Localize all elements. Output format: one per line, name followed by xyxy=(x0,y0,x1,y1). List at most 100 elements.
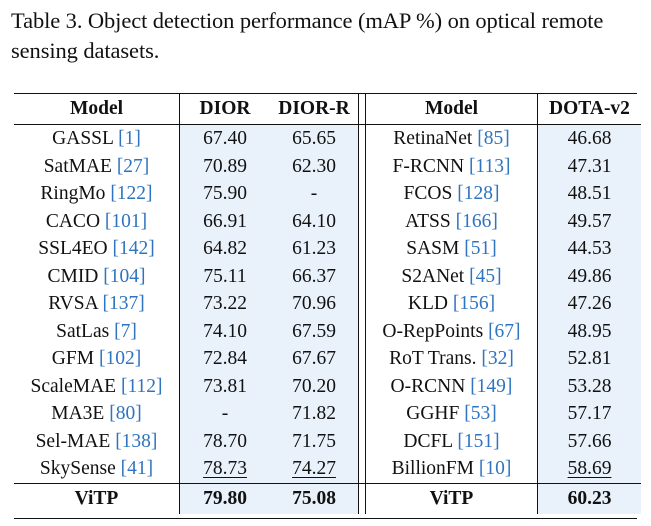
dota-value: 46.68 xyxy=(537,124,641,153)
table-row: GASSL [1] 67.40 65.65 RetinaNet [85] 46.… xyxy=(14,124,641,153)
dior-r-value: 67.67 xyxy=(270,345,359,373)
model-name: RVSA [137] xyxy=(48,293,145,314)
dota-value: 49.57 xyxy=(537,207,641,235)
citation-link[interactable]: [104] xyxy=(103,265,146,287)
dior-r-value: 71.75 xyxy=(270,427,359,455)
citation-link[interactable]: [53] xyxy=(464,403,497,424)
citation-link[interactable]: [27] xyxy=(116,155,150,177)
model-name: KLD [156] xyxy=(365,290,538,318)
citation-link[interactable]: [85] xyxy=(477,128,510,149)
model-name: ScaleMAE [112] xyxy=(30,375,163,397)
second-best-value: 74.27 xyxy=(292,458,336,479)
citation-link[interactable]: [138] xyxy=(115,430,158,452)
model-name: CACO [101] xyxy=(45,210,148,232)
model-name: SatLas [7] xyxy=(56,320,137,342)
dota-value: 52.81 xyxy=(537,345,641,373)
dior-value: 64.82 xyxy=(179,235,270,263)
citation-link[interactable]: [41] xyxy=(120,458,154,479)
dior-value: 66.91 xyxy=(179,207,270,235)
dior-value: 78.70 xyxy=(179,427,270,455)
dior-r-value: 67.59 xyxy=(270,317,359,345)
model-name: SatMAE [27] xyxy=(43,155,150,177)
header-dior: DIOR xyxy=(179,94,270,125)
dior-value: 70.89 xyxy=(179,152,270,180)
table-row: CMID [104] 75.11 66.37 S2ANet [45] 49.86 xyxy=(14,262,641,290)
model-name: DCFL [151] xyxy=(365,427,538,455)
top-rule xyxy=(14,93,637,95)
model-name: O-RCNN [149] xyxy=(365,372,538,400)
citation-link[interactable]: [32] xyxy=(481,348,514,369)
dota-value: 47.31 xyxy=(537,152,641,180)
dior-value: 75.11 xyxy=(179,262,270,290)
model-name: SSL4EO [142] xyxy=(38,238,155,259)
table-caption: Table 3. Object detection performance (m… xyxy=(11,6,647,66)
citation-link[interactable]: [7] xyxy=(114,320,137,342)
citation-link[interactable]: [142] xyxy=(112,238,155,259)
dior-r-value: 65.65 xyxy=(270,124,359,153)
table-row: MA3E [80] - 71.82 GGHF [53] 57.17 xyxy=(14,400,641,428)
dior-r-value: 74.27 xyxy=(270,455,359,483)
dota-value: 57.17 xyxy=(537,400,641,428)
table-row: SatLas [7] 74.10 67.59 O-RepPoints [67] … xyxy=(14,317,641,345)
dior-value: 78.73 xyxy=(179,455,270,483)
citation-link[interactable]: [166] xyxy=(455,210,498,232)
citation-link[interactable]: [67] xyxy=(488,320,521,342)
model-name: BillionFM [10] xyxy=(365,455,538,483)
dior-r-value: 64.10 xyxy=(270,207,359,235)
model-name: O-RepPoints [67] xyxy=(365,317,538,345)
dior-value: 75.90 xyxy=(179,180,270,208)
table-row: RVSA [137] 73.22 70.96 KLD [156] 47.26 xyxy=(14,290,641,318)
caption-line-1: Table 3. Object detection performance (m… xyxy=(11,8,604,33)
dior-value: 67.40 xyxy=(179,124,270,153)
caption-line-2: sensing datasets. xyxy=(11,38,160,63)
model-name: GGHF [53] xyxy=(365,400,538,428)
citation-link[interactable]: [112] xyxy=(120,375,163,397)
citation-link[interactable]: [80] xyxy=(109,403,142,424)
citation-link[interactable]: [51] xyxy=(464,238,497,259)
dior-value: 73.81 xyxy=(179,372,270,400)
table-row: RingMo [122] 75.90 - FCOS [128] 48.51 xyxy=(14,180,641,208)
dota-value: 48.51 xyxy=(537,180,641,208)
model-name: RoT Trans. [32] xyxy=(365,345,538,373)
table-row: SatMAE [27] 70.89 62.30 F-RCNN [113] 47.… xyxy=(14,152,641,180)
citation-link[interactable]: [151] xyxy=(457,430,500,452)
table-row: Sel-MAE [138] 78.70 71.75 DCFL [151] 57.… xyxy=(14,427,641,455)
citation-link[interactable]: [102] xyxy=(98,348,142,369)
vitp-model-right: ViTP xyxy=(365,483,538,514)
dior-value: 73.22 xyxy=(179,290,270,318)
citation-link[interactable]: [45] xyxy=(469,265,502,287)
model-name: SkySense [41] xyxy=(39,458,154,479)
header-model-left: Model xyxy=(69,98,124,119)
model-name: CMID [104] xyxy=(47,265,146,287)
second-best-value: 78.73 xyxy=(203,458,247,479)
model-name: GASSL [1] xyxy=(52,128,141,149)
citation-link[interactable]: [137] xyxy=(102,293,145,314)
citation-link[interactable]: [113] xyxy=(468,155,511,177)
second-best-value: 58.69 xyxy=(567,458,612,479)
results-table: Model DIOR DIOR-R Model DOTA-v2 GASSL [1… xyxy=(14,94,641,514)
model-name: GFM [102] xyxy=(51,348,142,369)
citation-link[interactable]: [122] xyxy=(110,183,153,204)
citation-link[interactable]: [128] xyxy=(457,183,500,204)
bottom-rule xyxy=(14,518,637,520)
dota-value: 48.95 xyxy=(537,317,641,345)
vitp-row: ViTP 79.80 75.08 ViTP 60.23 xyxy=(14,483,641,514)
dior-r-value: 71.82 xyxy=(270,400,359,428)
model-name: RetinaNet [85] xyxy=(365,124,538,153)
table-row: SkySense [41] 78.73 74.27 BillionFM [10]… xyxy=(14,455,641,483)
model-name: RingMo [122] xyxy=(40,183,153,204)
dior-r-value: 66.37 xyxy=(270,262,359,290)
citation-link[interactable]: [10] xyxy=(478,458,512,479)
citation-link[interactable]: [149] xyxy=(470,375,513,397)
dota-value: 49.86 xyxy=(537,262,641,290)
dior-r-value: - xyxy=(270,180,359,208)
citation-link[interactable]: [1] xyxy=(118,128,141,149)
model-name: F-RCNN [113] xyxy=(365,152,538,180)
dior-value: - xyxy=(179,400,270,428)
dota-value: 58.69 xyxy=(537,455,641,483)
citation-link[interactable]: [101] xyxy=(104,210,148,232)
table-row: CACO [101] 66.91 64.10 ATSS [166] 49.57 xyxy=(14,207,641,235)
dior-value: 72.84 xyxy=(179,345,270,373)
model-name: ATSS [166] xyxy=(365,207,538,235)
citation-link[interactable]: [156] xyxy=(452,293,496,314)
